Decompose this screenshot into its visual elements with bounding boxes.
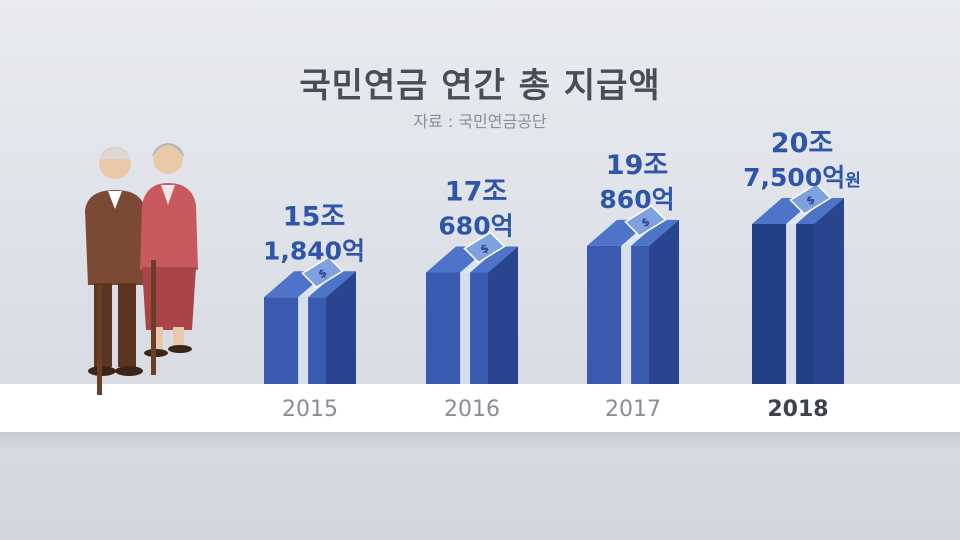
bar-side (326, 271, 356, 384)
bar (752, 224, 814, 384)
x-tick-label: 2016 (444, 397, 500, 422)
bar-band (786, 224, 797, 384)
data-label-line1: 20조 (771, 128, 833, 159)
money-note-icon (463, 231, 506, 264)
base-band (0, 384, 960, 432)
x-tick-label: 2017 (605, 397, 661, 422)
bar-band (621, 245, 632, 384)
bar-side (488, 246, 518, 384)
bar-side (649, 219, 679, 384)
data-label-line2: 860억 (599, 185, 674, 214)
bar-band (298, 297, 309, 384)
data-label-line2: 680억 (438, 211, 513, 240)
data-label-line1: 15조 (283, 201, 345, 232)
bar-side (814, 198, 844, 384)
elderly-couple-with-canes-icon (85, 143, 198, 395)
bar-band (460, 272, 471, 384)
bar (264, 297, 326, 384)
money-note-icon (301, 256, 344, 289)
x-tick-label: 2018 (767, 397, 828, 422)
chart-title: 국민연금 연간 총 지급액 (299, 66, 661, 106)
data-label-suffix: 원 (845, 171, 861, 191)
data-label-line1: 17조 (445, 176, 507, 207)
source-note: 자료 : 국민연금공단 (413, 112, 547, 131)
bar (426, 272, 488, 384)
data-label-line1: 19조 (606, 150, 668, 181)
base-shadow (0, 432, 960, 454)
data-label-line2: 7,500억원 (743, 163, 861, 192)
x-tick-label: 2015 (282, 397, 338, 422)
money-note-icon (789, 183, 832, 215)
data-label-line2: 1,840억 (263, 236, 365, 265)
money-note-icon (624, 204, 667, 237)
bar (587, 245, 649, 384)
